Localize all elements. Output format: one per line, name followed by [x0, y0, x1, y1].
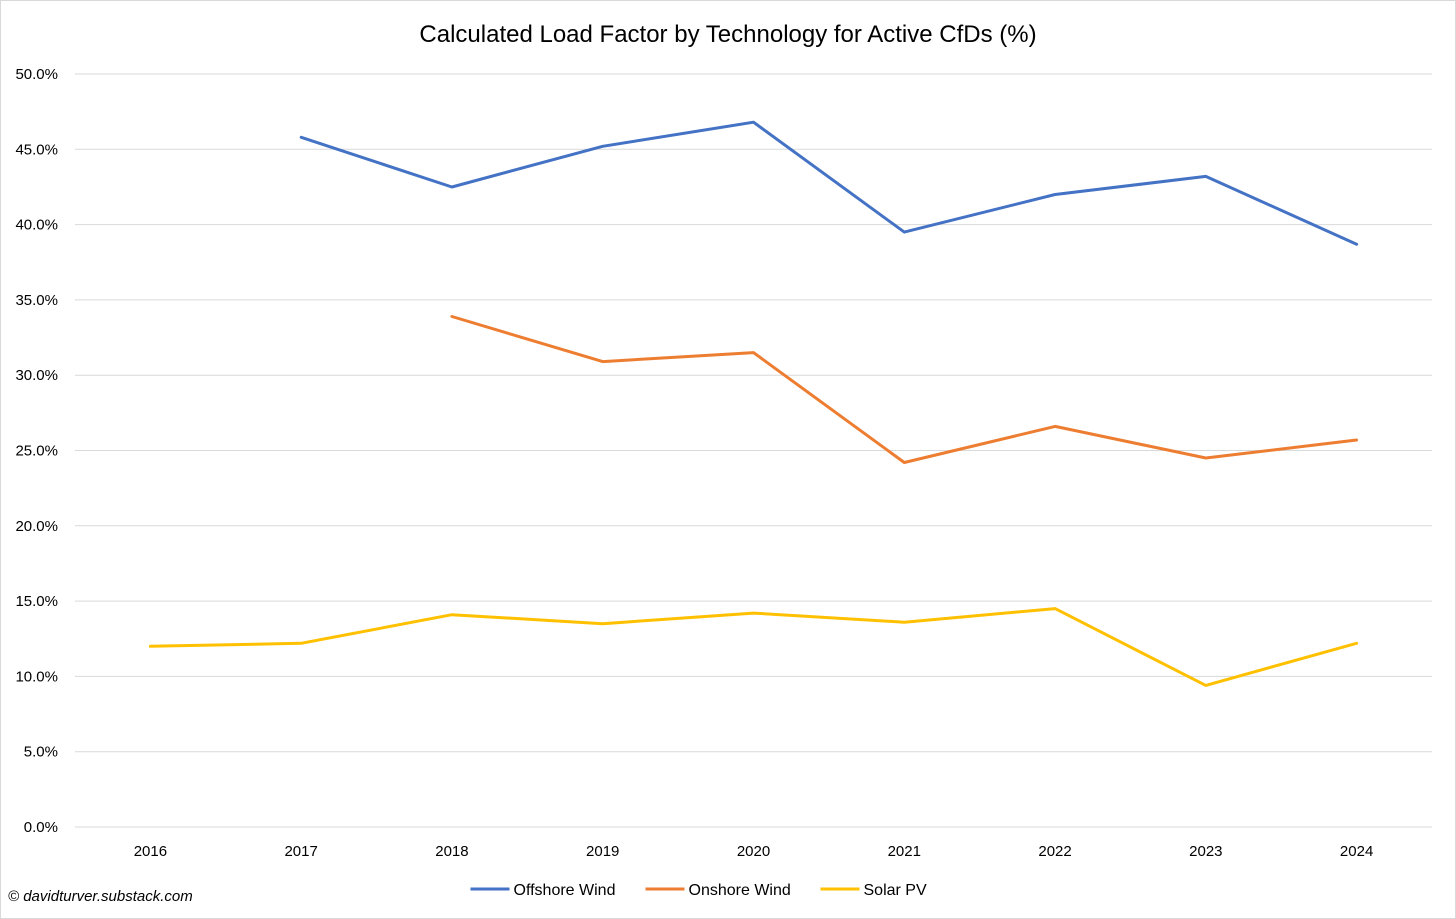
y-tick-label: 40.0% [15, 217, 58, 234]
copyright-credit: © davidturver.substack.com [8, 888, 193, 905]
legend-label: Solar PV [864, 882, 927, 899]
series-lines [148, 120, 1359, 687]
series-line-onshore-wind [450, 315, 1359, 464]
x-tick-label: 2023 [1189, 843, 1222, 860]
legend-label: Onshore Wind [689, 882, 791, 899]
y-tick-label: 25.0% [15, 443, 58, 460]
series-line-offshore-wind [299, 120, 1359, 246]
y-tick-label: 35.0% [15, 292, 58, 309]
x-tick-label: 2021 [888, 843, 921, 860]
y-tick-label: 30.0% [15, 367, 58, 384]
x-tick-label: 2017 [284, 843, 317, 860]
y-axis-tick-labels: 0.0% 5.0% 10.0% 15.0% 20.0% 25.0% 30.0% 35.0% 40… [15, 66, 58, 836]
x-axis-tick-labels: 2016 2017 2018 2019 2020 2021 2022 2023 2024 [134, 843, 1374, 860]
x-tick-label: 2022 [1038, 843, 1071, 860]
x-tick-label: 2020 [737, 843, 770, 860]
y-tick-label: 0.0% [24, 819, 58, 836]
series-line-solar-pv [148, 607, 1359, 687]
y-tick-label: 50.0% [15, 66, 58, 83]
legend: Offshore Wind Onshore Wind Solar PV [470, 882, 927, 899]
y-tick-label: 10.0% [15, 668, 58, 685]
grid-lines [75, 73, 1432, 828]
x-tick-label: 2019 [586, 843, 619, 860]
x-tick-label: 2024 [1340, 843, 1373, 860]
y-tick-label: 5.0% [24, 744, 58, 761]
y-tick-label: 20.0% [15, 518, 58, 535]
y-tick-label: 45.0% [15, 141, 58, 158]
chart-title: Calculated Load Factor by Technology for… [419, 21, 1036, 48]
x-tick-label: 2016 [134, 843, 167, 860]
x-tick-label: 2018 [435, 843, 468, 860]
y-tick-label: 15.0% [15, 593, 58, 610]
legend-label: Offshore Wind [514, 882, 616, 899]
